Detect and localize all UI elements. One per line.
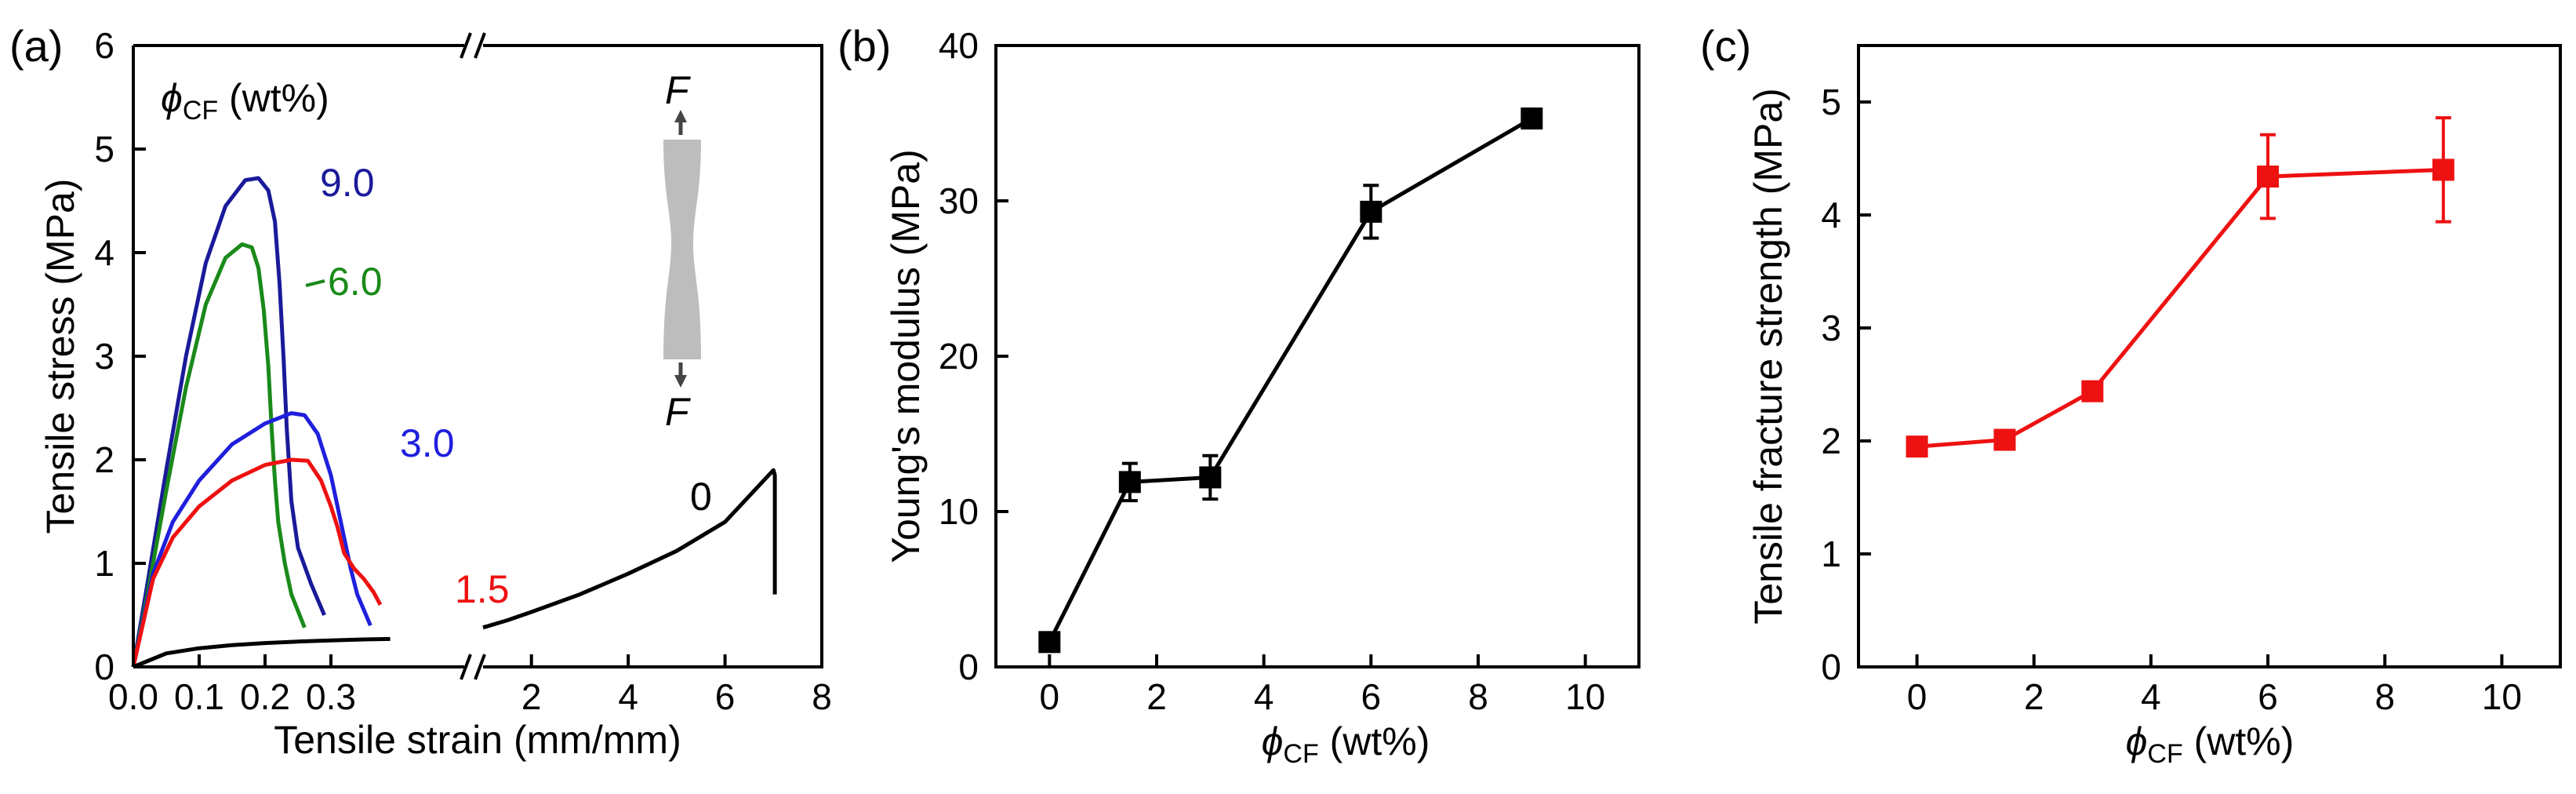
- x-tick-label: 6: [715, 676, 736, 717]
- x-tick-label: 0.2: [240, 676, 290, 717]
- x-tick-label: 2: [2024, 676, 2044, 717]
- y-tick-label: 3: [1821, 308, 1841, 348]
- x-tick-label: 8: [1468, 676, 1488, 717]
- series-line-3.0-left: [131, 411, 372, 668]
- series-label-6.0: 6.0: [328, 260, 383, 304]
- panel-c-label: (c): [1700, 21, 1751, 71]
- phi-units: (wt%): [1319, 719, 1430, 763]
- phi-subscript: CF: [183, 96, 218, 126]
- x-tick-label: 2: [1146, 676, 1167, 717]
- x-tick-label: 4: [2141, 676, 2161, 717]
- y-tick-label: 10: [939, 491, 979, 532]
- x-tick-label: 0: [1907, 676, 1927, 717]
- data-point: [1360, 200, 1382, 223]
- x-tick-label: 0: [1040, 676, 1060, 717]
- phi-symbol: ϕ: [1262, 719, 1284, 763]
- data-point: [2432, 158, 2454, 181]
- phi-symbol: ϕ: [2126, 719, 2148, 763]
- x-tick-label: 8: [812, 676, 832, 717]
- x-tick-label: 0.1: [174, 676, 224, 717]
- y-tick-label: 4: [1821, 195, 1841, 235]
- panel-a-legend-title: ϕCF (wt%): [161, 76, 329, 126]
- series-label-1.5: 1.5: [455, 567, 510, 611]
- inset-force-bottom-label: F: [665, 390, 691, 434]
- panel-b-label: (b): [837, 21, 891, 71]
- series-line-9.0-left: [131, 176, 326, 668]
- x-tick-label: 10: [1565, 676, 1605, 717]
- x-tick-label: 2: [521, 676, 542, 717]
- series-line: [1917, 167, 2443, 449]
- data-point: [1521, 107, 1543, 130]
- inset-force-top-label: F: [665, 68, 691, 112]
- panel-c: (c) 0 1 2 3 4 5 0 2 4 6 8 10 ϕCF (wt%) Tensile frac…: [1700, 21, 2562, 769]
- panel-a-axis-break-bottom: [460, 654, 486, 680]
- data-point: [1906, 435, 1928, 458]
- phi-units: (wt%): [2183, 719, 2294, 763]
- y-tick-label: 2: [94, 439, 114, 480]
- series-label-0: 0: [690, 475, 712, 519]
- x-tick-label: 0.0: [108, 676, 158, 717]
- y-tick-label: 2: [1821, 421, 1841, 461]
- specimen-dogbone: [663, 140, 701, 359]
- y-tick-label: 30: [939, 180, 979, 221]
- x-tick-label: 6: [1361, 676, 1382, 717]
- y-tick-label: 0: [94, 646, 114, 687]
- panel-b-frame: [994, 44, 1640, 668]
- panel-b-x-label: ϕCF (wt%): [1262, 719, 1430, 769]
- series-line-0-left: [133, 636, 391, 669]
- panel-a-y-label: Tensile stress (MPa): [38, 179, 82, 534]
- series-line-0-right: [482, 468, 777, 630]
- series-label-6.0-leader: [305, 279, 325, 287]
- phi-units: (wt%): [218, 76, 329, 120]
- panel-a-axis-break-top: [460, 32, 486, 59]
- y-tick-label: 6: [94, 25, 114, 66]
- x-tick-label: 4: [618, 676, 638, 717]
- data-point: [1118, 471, 1141, 494]
- x-tick-label: 4: [1254, 676, 1274, 717]
- specimen-inset: F F: [663, 68, 701, 434]
- phi-subscript: CF: [1283, 739, 1318, 769]
- data-point: [2257, 166, 2280, 188]
- y-tick-label: 1: [94, 543, 114, 584]
- force-arrow-down-icon: [674, 375, 687, 388]
- panel-c-frame: [1857, 44, 2562, 668]
- y-tick-label: 20: [939, 336, 979, 377]
- series-line-1.5-left: [131, 457, 383, 668]
- force-arrow-up-icon: [674, 110, 687, 122]
- data-point: [1038, 631, 1061, 654]
- panel-c-y-label: Tensile fracture strength (MPa): [1746, 88, 1790, 625]
- series-line: [1048, 116, 1533, 643]
- series-label-9.0: 9.0: [320, 161, 375, 205]
- panel-a-plot: 0 1 2 3 4 5 6 0.0 0.1 0.2 0.3 2 4 6 8 9.0 6.0 3.0 1.5 0: [94, 25, 831, 717]
- y-tick-label: 1: [1821, 534, 1841, 574]
- x-tick-label: 0.3: [306, 676, 356, 717]
- panel-c-x-label: ϕCF (wt%): [2126, 719, 2294, 769]
- y-tick-label: 5: [94, 129, 114, 169]
- y-tick-label: 4: [94, 232, 114, 273]
- panel-a-label: (a): [9, 21, 63, 71]
- x-tick-label: 8: [2374, 676, 2395, 717]
- data-point: [1993, 428, 2016, 451]
- y-tick-label: 5: [1821, 82, 1841, 122]
- y-tick-label: 3: [94, 336, 114, 377]
- data-point: [2081, 380, 2104, 402]
- phi-symbol: ϕ: [161, 76, 183, 120]
- x-tick-label: 6: [2258, 676, 2278, 717]
- series-line-6.0-left: [131, 242, 307, 668]
- panel-b-y-label: Young's modulus (MPa): [884, 149, 928, 563]
- panel-a-x-axis-right: [483, 44, 823, 668]
- panel-b: (b) 0 10 20 30 40 0 2 4 6 8 10 ϕCF (wt%) Young's m…: [837, 21, 1640, 769]
- panel-c-plot: 0 1 2 3 4 5 0 2 4 6 8 10: [1821, 82, 2522, 717]
- y-tick-label: 40: [939, 25, 979, 66]
- phi-subscript: CF: [2147, 739, 2182, 769]
- panel-a-x-label: Tensile strain (mm/mm): [274, 718, 681, 762]
- panel-b-plot: 0 10 20 30 40 0 2 4 6 8 10: [939, 25, 1605, 717]
- y-tick-label: 0: [958, 646, 979, 687]
- y-tick-label: 0: [1821, 646, 1841, 687]
- x-tick-label: 10: [2482, 676, 2522, 717]
- series-label-3.0: 3.0: [400, 421, 455, 465]
- data-point: [1199, 466, 1222, 489]
